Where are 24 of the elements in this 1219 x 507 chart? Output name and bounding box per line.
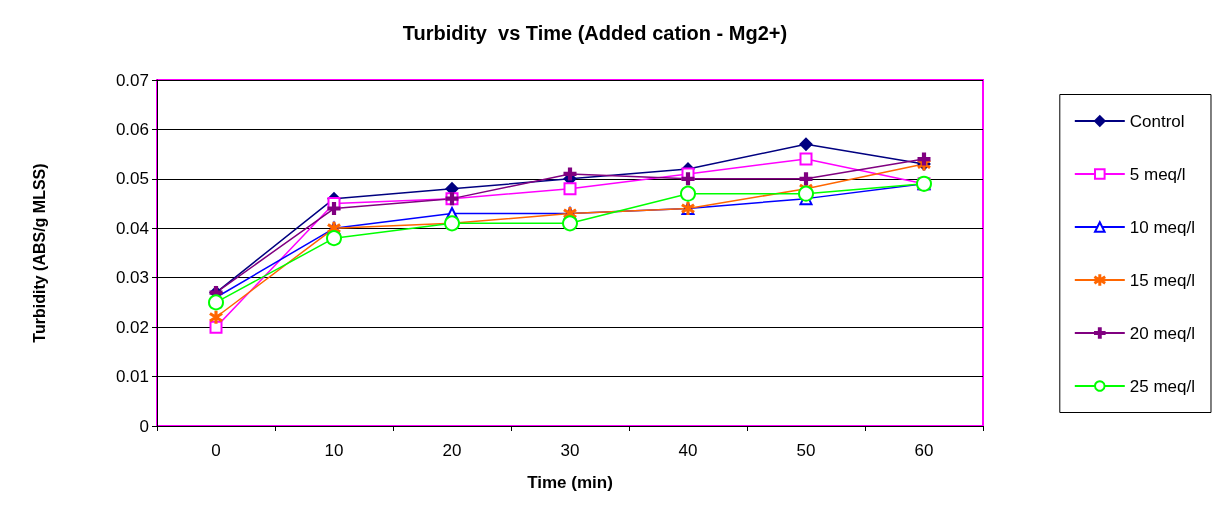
x-axis-title: Time (min) (527, 473, 613, 492)
y-tick-label: 0 (139, 416, 149, 436)
legend-label: 20 meq/l (1129, 323, 1195, 343)
x-tick-label: 30 (560, 441, 580, 460)
x-tick-label: 50 (796, 441, 816, 460)
y-tick-label: 0.03 (115, 268, 149, 288)
x-tick-label: 40 (678, 441, 698, 460)
legend-label: 10 meq/l (1129, 217, 1195, 237)
chart-title: Turbidity vs Time (Added cation - Mg2+) (402, 22, 788, 44)
y-tick-label: 0.07 (115, 70, 149, 90)
y-tick-label: 0.04 (115, 218, 149, 238)
y-tick-label: 0.06 (115, 119, 149, 139)
legend-label: 15 meq/l (1129, 270, 1195, 290)
legend-label: 5 meq/l (1129, 164, 1186, 184)
x-tick-label: 10 (324, 441, 344, 460)
y-tick-label: 0.02 (115, 317, 149, 337)
legend-label: 25 meq/l (1129, 376, 1195, 396)
legend-label: Control (1129, 111, 1185, 131)
x-tick-label: 0 (211, 441, 221, 460)
x-tick-label: 20 (442, 441, 462, 460)
x-tick-label: 60 (914, 441, 934, 460)
y-tick-label: 0.01 (115, 367, 149, 387)
y-tick-label: 0.05 (115, 169, 149, 189)
y-axis-title: Turbidity (ABS/g MLSS) (30, 163, 48, 343)
